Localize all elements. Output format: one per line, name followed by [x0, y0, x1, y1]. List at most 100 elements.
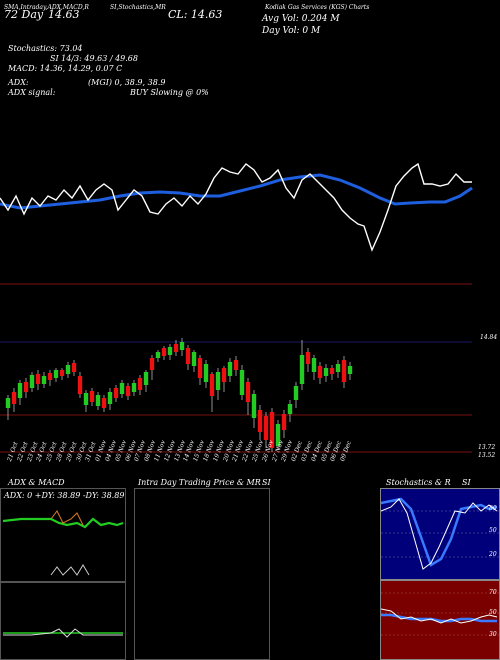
- si-axis-3: 30: [489, 631, 497, 638]
- price-tag-high: 14.84: [480, 334, 498, 341]
- candle: [239, 365, 245, 400]
- candle: [203, 360, 209, 388]
- stoch-axis-50: 50: [489, 527, 497, 534]
- stat-signal: BUY Slowing @ 0%: [130, 88, 209, 97]
- candle: [299, 340, 305, 390]
- header-close: CL: 14.63: [168, 8, 223, 21]
- header-avg-vol: Avg Vol: 0.204 M: [262, 14, 340, 24]
- candle: [197, 355, 203, 385]
- candle: [335, 360, 341, 378]
- stat-si: SI 14/3: 49.63 / 49.68: [50, 54, 138, 63]
- candle: [89, 388, 95, 406]
- stat-stochastics: Stochastics: 73.04: [8, 44, 83, 53]
- candle: [125, 383, 131, 400]
- candle: [311, 355, 317, 380]
- candle: [233, 356, 239, 376]
- stat-adx-values: (MGI) 0, 38.9, 38.9: [88, 78, 166, 87]
- candle: [323, 364, 329, 382]
- adx-lines: [2, 510, 124, 576]
- adx-orange-line: [50, 510, 84, 526]
- candle: [155, 350, 161, 362]
- candle: [77, 372, 83, 398]
- candle: [149, 355, 155, 380]
- candle: [245, 378, 251, 415]
- candle: [5, 395, 11, 420]
- candle: [161, 346, 167, 360]
- candlestick-series: [5, 338, 353, 452]
- candle: [281, 410, 287, 438]
- candle: [179, 338, 185, 356]
- candle: [119, 380, 125, 398]
- candle: [11, 388, 17, 412]
- macd-lines: [3, 628, 123, 638]
- candle: [167, 344, 173, 360]
- candle: [347, 362, 353, 380]
- adx-white-line: [50, 564, 90, 576]
- header-company: Kodiak Gas Services (KGS) Charts: [265, 4, 370, 11]
- stat-adx-signal: ADX signal:: [8, 88, 56, 97]
- candle: [191, 350, 197, 372]
- stoch-panel-title-right: SI: [462, 478, 471, 487]
- candle: [47, 370, 53, 386]
- si-panel: 70 50 30: [380, 580, 500, 660]
- candle: [269, 408, 275, 452]
- stoch-blue-line: [381, 497, 498, 567]
- candle: [251, 390, 257, 428]
- candle: [137, 375, 143, 395]
- stoch-panel: 80 50 20: [380, 488, 500, 580]
- sma-line: [0, 173, 473, 210]
- candle: [23, 378, 29, 398]
- intraday-panel-title-right: SI: [262, 478, 271, 487]
- candle: [71, 360, 77, 376]
- si-blue-line: [381, 613, 497, 623]
- candle: [101, 395, 107, 412]
- candle: [185, 345, 191, 370]
- adx-panel-title: ADX & MACD: [8, 478, 65, 487]
- stoch-white-line: [381, 498, 498, 570]
- candle: [275, 420, 281, 450]
- price-tag-mid: 13.72: [478, 444, 496, 451]
- candle: [209, 372, 215, 412]
- header-indicators: SI,Stochastics,MR: [110, 4, 166, 11]
- candle: [227, 358, 233, 382]
- candle: [287, 400, 293, 422]
- candle: [257, 405, 263, 440]
- candle: [35, 370, 41, 390]
- si-lines: [381, 592, 499, 636]
- candle: [95, 392, 101, 410]
- candle: [113, 385, 119, 402]
- header-studies: SMA,Intraday,ADX,MACD,R: [4, 4, 89, 11]
- candle: [317, 362, 323, 384]
- candle: [263, 412, 269, 448]
- macd-panel: [0, 582, 126, 660]
- stoch-axis-80: 80: [489, 505, 497, 512]
- candle: [83, 390, 89, 412]
- stat-adx: ADX:: [8, 78, 29, 87]
- candle: [41, 372, 47, 388]
- momentum-line: [0, 162, 472, 252]
- candle: [293, 382, 299, 408]
- stat-macd: MACD: 14.36, 14.29, 0.07 C: [8, 64, 123, 73]
- candle: [341, 356, 347, 388]
- adx-green-line: [2, 517, 124, 529]
- candle: [329, 365, 335, 380]
- candle: [305, 348, 311, 372]
- candle: [143, 370, 149, 392]
- adx-panel: ADX: 0 +DY: 38.89 -DY: 38.89: [0, 488, 126, 582]
- candle: [53, 368, 59, 382]
- macd-white-line: [3, 628, 123, 638]
- header-day-vol: Day Vol: 0 M: [262, 26, 321, 36]
- header-day: 72 Day: [4, 8, 44, 21]
- adx-readout: ADX: 0 +DY: 38.89 -DY: 38.89: [4, 491, 125, 500]
- candle: [17, 380, 23, 405]
- si-axis-1: 70: [489, 589, 497, 596]
- si-axis-2: 50: [489, 609, 497, 616]
- header-price: 14.63: [48, 8, 80, 21]
- intraday-panel-title: Intra Day Trading Price & MR: [138, 478, 261, 487]
- stoch-panel-title: Stochastics & R: [386, 478, 451, 487]
- candle: [215, 368, 221, 400]
- candle: [221, 366, 227, 392]
- candle: [29, 372, 35, 392]
- stoch-lines: [381, 497, 499, 570]
- candle: [131, 380, 137, 396]
